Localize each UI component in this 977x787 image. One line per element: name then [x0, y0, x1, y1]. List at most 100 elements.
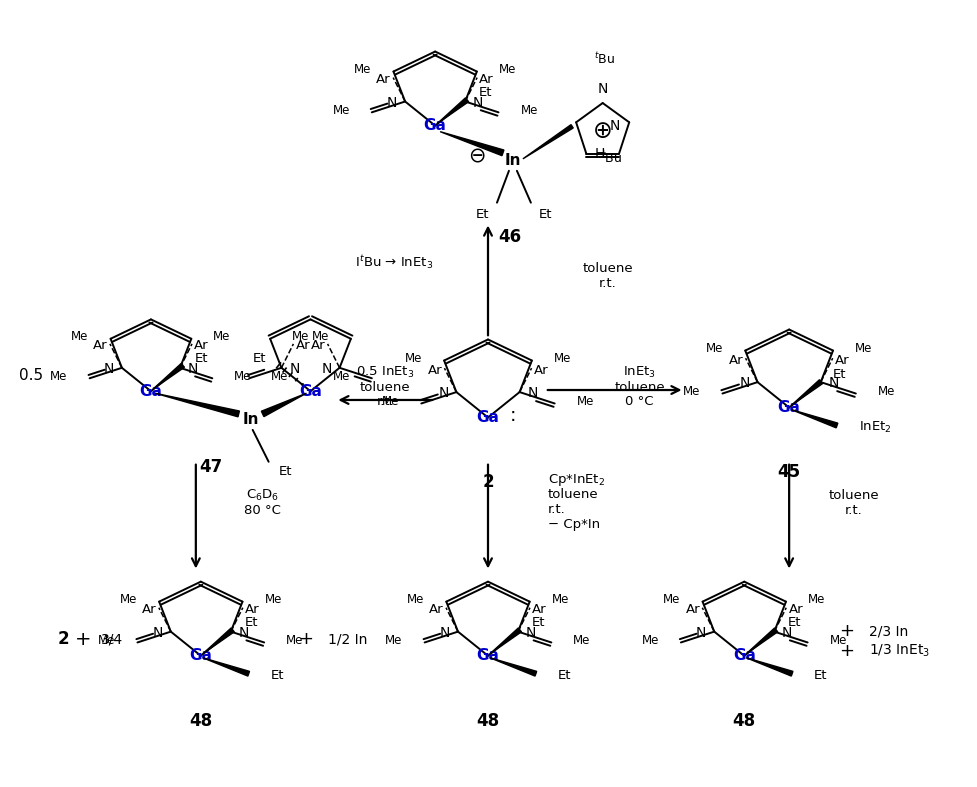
Text: N: N: [473, 95, 484, 109]
Polygon shape: [490, 628, 522, 654]
Text: Ar: Ar: [428, 364, 443, 377]
Text: Ga: Ga: [477, 410, 499, 425]
Polygon shape: [490, 658, 536, 676]
Text: H: H: [595, 146, 606, 161]
Text: Ar: Ar: [93, 339, 107, 353]
Text: Me: Me: [552, 593, 569, 606]
Text: 0.5 InEt$_3$: 0.5 InEt$_3$: [356, 364, 414, 379]
Text: Ar: Ar: [311, 339, 325, 353]
Text: N: N: [289, 362, 300, 376]
Polygon shape: [746, 628, 778, 654]
Text: − Cp*In: − Cp*In: [548, 518, 600, 531]
Text: In: In: [242, 412, 259, 427]
Text: N: N: [188, 362, 198, 376]
Text: Et: Et: [539, 208, 552, 221]
Text: Ar: Ar: [532, 603, 547, 616]
Text: Me: Me: [877, 385, 895, 398]
Text: Et: Et: [244, 616, 258, 630]
Text: N: N: [598, 82, 608, 96]
Text: Ga: Ga: [778, 400, 800, 415]
Text: 48: 48: [190, 711, 212, 730]
Text: Me: Me: [98, 634, 115, 647]
Text: 48: 48: [733, 711, 756, 730]
Text: Me: Me: [663, 593, 681, 606]
Text: Ar: Ar: [194, 339, 209, 353]
Polygon shape: [440, 131, 504, 156]
Text: toluene: toluene: [582, 262, 633, 275]
Polygon shape: [203, 628, 234, 654]
Text: C$_6$D$_6$: C$_6$D$_6$: [246, 488, 279, 503]
Text: +: +: [75, 630, 92, 648]
Text: Me: Me: [573, 634, 591, 647]
Text: N: N: [439, 386, 448, 400]
Text: r.t.: r.t.: [376, 396, 394, 408]
Text: Me: Me: [642, 634, 658, 647]
Text: toluene: toluene: [828, 490, 879, 502]
Text: 2/3 In: 2/3 In: [869, 624, 909, 638]
Text: Ar: Ar: [835, 353, 850, 367]
Text: Ga: Ga: [299, 384, 322, 399]
Text: Et: Et: [558, 669, 572, 682]
Text: N: N: [152, 626, 163, 640]
Text: ⊖: ⊖: [468, 147, 486, 167]
Text: Et: Et: [271, 669, 284, 682]
Text: N: N: [828, 376, 839, 390]
Text: +: +: [298, 630, 313, 648]
Text: Ar: Ar: [686, 603, 701, 616]
Text: ⊕: ⊕: [593, 119, 613, 143]
Text: N: N: [387, 95, 398, 109]
Polygon shape: [155, 394, 239, 417]
Text: Me: Me: [499, 63, 516, 76]
Text: N: N: [782, 626, 792, 640]
Text: Ar: Ar: [480, 73, 494, 86]
Polygon shape: [153, 364, 185, 390]
Text: Et: Et: [833, 368, 846, 381]
Text: I$^t$Bu → InEt$_3$: I$^t$Bu → InEt$_3$: [356, 253, 434, 272]
Polygon shape: [203, 658, 249, 676]
Text: :: :: [510, 406, 516, 425]
Text: Me: Me: [120, 593, 137, 606]
Polygon shape: [746, 658, 793, 676]
Text: Et: Et: [278, 465, 292, 478]
Text: N: N: [526, 626, 536, 640]
Text: Ar: Ar: [788, 603, 803, 616]
Polygon shape: [791, 379, 823, 405]
Text: toluene: toluene: [615, 381, 665, 394]
Text: Me: Me: [576, 395, 594, 408]
Text: Me: Me: [213, 331, 231, 343]
Text: 0.5: 0.5: [20, 368, 43, 382]
Polygon shape: [262, 394, 307, 416]
Text: N: N: [610, 120, 620, 133]
Text: Me: Me: [521, 104, 537, 116]
Text: Me: Me: [332, 104, 350, 116]
Text: Me: Me: [50, 370, 67, 382]
Text: Ga: Ga: [140, 384, 162, 399]
Text: Me: Me: [271, 370, 288, 382]
Text: N: N: [740, 376, 749, 390]
Text: 1/3 InEt$_3$: 1/3 InEt$_3$: [869, 643, 930, 660]
Polygon shape: [437, 98, 469, 124]
Text: Me: Me: [706, 342, 723, 355]
Text: Me: Me: [385, 634, 403, 647]
Text: Ga: Ga: [190, 648, 212, 663]
Text: Et: Et: [194, 352, 208, 365]
Text: Ar: Ar: [429, 603, 444, 616]
Text: N: N: [528, 386, 537, 400]
Text: 0 °C: 0 °C: [625, 396, 654, 408]
Text: Me: Me: [855, 342, 872, 355]
Text: 2: 2: [58, 630, 69, 648]
Text: Me: Me: [808, 593, 826, 606]
Text: Me: Me: [71, 331, 89, 343]
Text: Me: Me: [234, 370, 252, 382]
Text: N: N: [104, 362, 114, 376]
Text: Ar: Ar: [245, 603, 260, 616]
Text: Et: Et: [476, 208, 489, 221]
Text: Me: Me: [382, 395, 400, 408]
Text: 46: 46: [498, 227, 522, 246]
Text: +: +: [839, 642, 855, 660]
Text: Me: Me: [286, 634, 304, 647]
Text: 2: 2: [483, 473, 493, 490]
Text: Et: Et: [479, 87, 492, 99]
Text: 45: 45: [778, 463, 801, 481]
Text: 3/4: 3/4: [101, 632, 123, 646]
